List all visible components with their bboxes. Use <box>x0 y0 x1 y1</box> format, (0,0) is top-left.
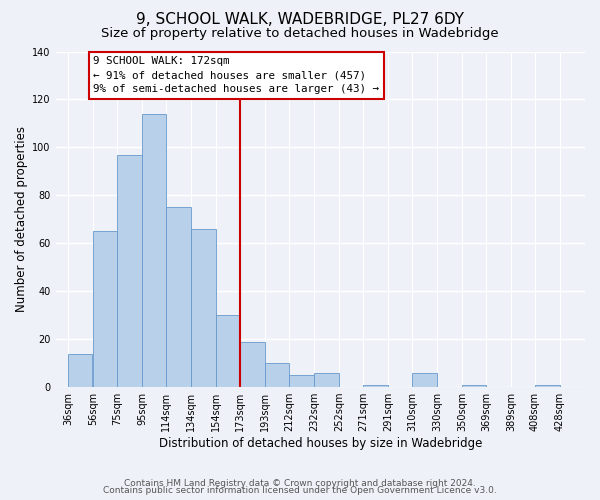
Bar <box>314 372 339 387</box>
Bar <box>216 315 240 387</box>
Bar <box>93 232 117 387</box>
Text: Size of property relative to detached houses in Wadebridge: Size of property relative to detached ho… <box>101 28 499 40</box>
Text: Contains HM Land Registry data © Crown copyright and database right 2024.: Contains HM Land Registry data © Crown c… <box>124 478 476 488</box>
Text: Contains public sector information licensed under the Open Government Licence v3: Contains public sector information licen… <box>103 486 497 495</box>
Bar <box>117 154 142 387</box>
Bar <box>142 114 166 387</box>
Bar <box>191 229 216 387</box>
Bar <box>265 363 289 387</box>
Bar <box>412 372 437 387</box>
Bar <box>289 375 314 387</box>
Y-axis label: Number of detached properties: Number of detached properties <box>15 126 28 312</box>
Bar <box>535 384 560 387</box>
Bar <box>240 342 265 387</box>
Bar <box>166 208 191 387</box>
Text: 9 SCHOOL WALK: 172sqm
← 91% of detached houses are smaller (457)
9% of semi-deta: 9 SCHOOL WALK: 172sqm ← 91% of detached … <box>93 56 379 94</box>
Bar <box>68 354 92 387</box>
Bar <box>462 384 486 387</box>
Text: 9, SCHOOL WALK, WADEBRIDGE, PL27 6DY: 9, SCHOOL WALK, WADEBRIDGE, PL27 6DY <box>136 12 464 28</box>
Bar <box>363 384 388 387</box>
X-axis label: Distribution of detached houses by size in Wadebridge: Distribution of detached houses by size … <box>158 437 482 450</box>
